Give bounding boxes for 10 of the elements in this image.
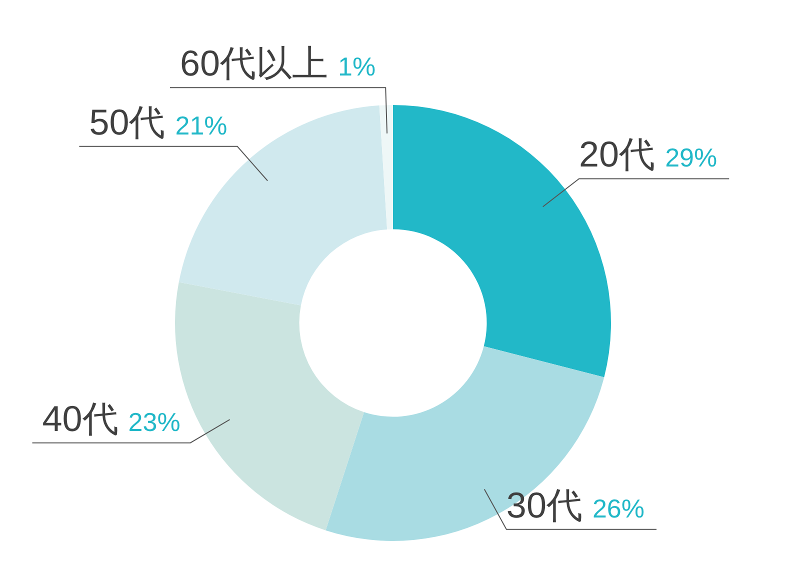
- slice-label: 20代: [579, 134, 656, 175]
- slice-label: 30代: [506, 484, 582, 526]
- data-label: 29%: [665, 142, 718, 173]
- slice-label: 60代以上: [180, 42, 328, 84]
- data-label: 23%: [128, 406, 180, 437]
- slice-label: 50代: [89, 101, 166, 142]
- data-label: 21%: [175, 110, 228, 140]
- data-label: 26%: [592, 493, 645, 524]
- data-label: 1%: [338, 52, 376, 82]
- slice-label: 40代: [42, 398, 118, 439]
